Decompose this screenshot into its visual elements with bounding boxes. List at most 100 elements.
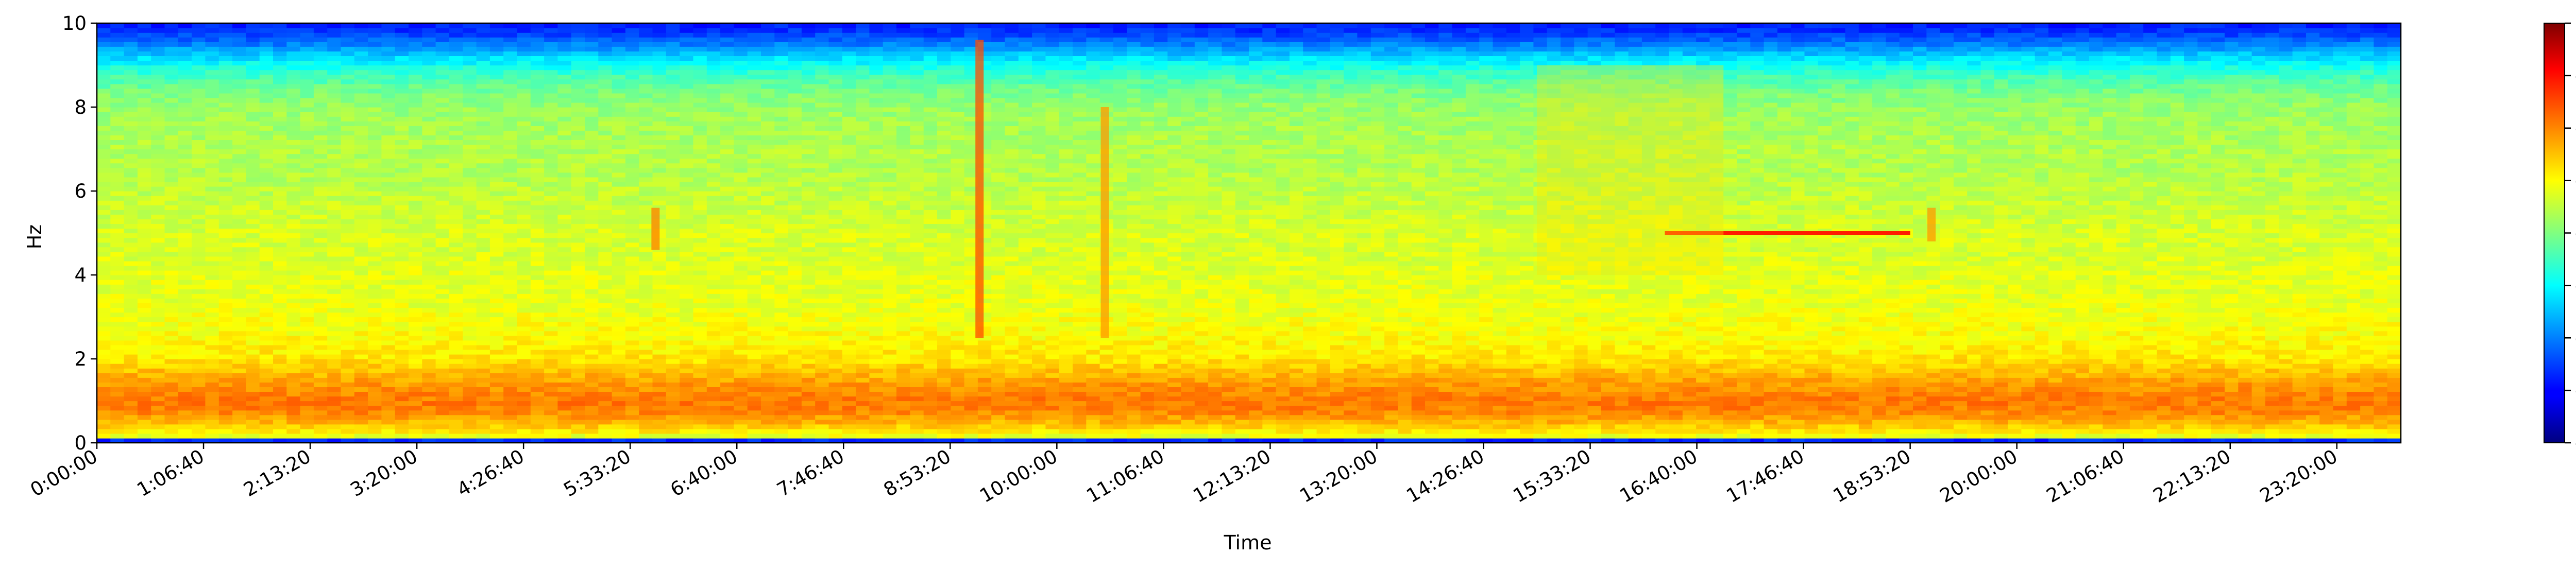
spectrogram-cell <box>1520 335 1534 341</box>
spectrogram-cell <box>828 414 843 420</box>
spectrogram-cell <box>97 373 111 378</box>
spectrogram-cell <box>2157 349 2171 355</box>
spectrogram-cell <box>1127 438 1141 443</box>
spectrogram-cell <box>2021 428 2036 434</box>
spectrogram-cell <box>910 410 924 416</box>
spectrogram-cell <box>1438 368 1453 373</box>
spectrogram-cell <box>1005 405 1019 411</box>
spectrogram-cell <box>2225 387 2239 392</box>
spectrogram-cell <box>1506 396 1520 402</box>
spectrogram-cell <box>1561 377 1574 383</box>
spectrogram-cell <box>706 391 721 397</box>
spectrogram-cell <box>1655 377 1670 383</box>
spectrogram-cell <box>2008 335 2022 341</box>
spectrogram-cell <box>951 303 965 308</box>
spectrogram-cell <box>259 335 274 341</box>
spectrogram-cell <box>503 387 518 392</box>
spectrogram-cell <box>2157 373 2171 378</box>
spectrogram-cell <box>1967 419 1981 425</box>
spectrogram-cell <box>856 428 870 434</box>
spectrogram-cell <box>259 428 274 434</box>
spectrogram-cell <box>1709 424 1724 429</box>
spectrogram-cell <box>2346 373 2361 378</box>
spectrogram-cell <box>1601 359 1615 364</box>
spectrogram-cell <box>571 396 585 402</box>
spectrogram-cell <box>463 321 477 327</box>
spectrogram-cell <box>951 401 965 406</box>
spectrogram-cell <box>1438 373 1453 378</box>
spectrogram-cell <box>1832 419 1846 425</box>
spectrogram-cell <box>1547 396 1561 402</box>
spectrogram-cell <box>2360 414 2374 420</box>
spectrogram-cell <box>1045 307 1060 313</box>
spectrogram-cell <box>991 377 1006 383</box>
spectrogram-cell <box>110 331 125 336</box>
spectrogram-cell <box>1737 391 1751 397</box>
spectrogram-cell <box>2251 428 2266 434</box>
spectrogram-cell <box>1276 344 1290 350</box>
spectrogram-cell <box>2360 377 2374 383</box>
spectrogram-cell <box>124 410 138 416</box>
spectrogram-cell <box>1980 405 1995 411</box>
spectrogram-cell <box>951 326 965 332</box>
spectrogram-cell <box>1249 396 1263 402</box>
spectrogram-cell <box>1493 354 1507 359</box>
spectrogram-cell <box>2021 419 2036 425</box>
spectrogram-cell <box>856 312 870 318</box>
spectrogram-cell <box>1357 433 1371 439</box>
spectrogram-cell <box>1506 414 1520 420</box>
spectrogram-cell <box>788 405 802 411</box>
spectrogram-cell <box>1370 335 1385 341</box>
spectrogram-cell <box>1723 321 1737 327</box>
spectrogram-cell <box>544 359 558 364</box>
spectrogram-cell <box>1113 331 1127 336</box>
spectrogram-cell <box>747 312 761 318</box>
spectrogram-cell <box>1059 419 1073 425</box>
spectrogram-cell <box>151 428 165 434</box>
spectrogram-cell <box>1547 307 1561 313</box>
spectrogram-cell <box>2048 414 2062 420</box>
spectrogram-cell <box>476 307 490 313</box>
spectrogram-cell <box>1344 382 1358 387</box>
spectrogram-cell <box>110 335 125 341</box>
spectrogram-cell <box>1913 312 1927 318</box>
spectrogram-cell <box>218 419 233 425</box>
spectrogram-cell <box>2035 414 2049 420</box>
spectrogram-cell <box>489 331 504 336</box>
spectrogram-cell <box>341 364 355 369</box>
spectrogram-cell <box>842 373 856 378</box>
spectrogram-cell <box>1858 368 1873 373</box>
spectrogram-cell <box>286 344 301 350</box>
spectrogram-cell <box>774 396 789 402</box>
spectrogram-cell <box>720 382 734 387</box>
spectrogram-cell <box>1073 428 1087 434</box>
spectrogram-cell <box>164 340 179 345</box>
spectrogram-cell <box>1222 410 1236 416</box>
spectrogram-cell <box>1858 410 1873 416</box>
spectrogram-cell <box>1791 405 1805 411</box>
spectrogram-cell <box>1411 433 1426 439</box>
spectrogram-cell <box>2035 331 2049 336</box>
spectrogram-cell <box>503 414 518 420</box>
spectrogram-cell <box>341 344 355 350</box>
spectrogram-cell <box>327 419 342 425</box>
spectrogram-cell <box>463 428 477 434</box>
spectrogram-cell <box>842 354 856 359</box>
spectrogram-cell <box>354 401 368 406</box>
spectrogram-cell <box>977 368 992 373</box>
spectrogram-cell <box>300 317 314 322</box>
spectrogram-cell <box>110 364 125 369</box>
spectrogram-cell <box>1913 335 1927 341</box>
spectrogram-cell <box>951 307 965 313</box>
spectrogram-cell <box>395 377 409 383</box>
spectrogram-cell <box>1872 335 1886 341</box>
spectrogram-cell <box>1276 401 1290 406</box>
spectrogram-cell <box>2184 331 2198 336</box>
spectrogram-cell <box>1791 401 1805 406</box>
spectrogram-cell <box>1059 414 1073 420</box>
spectrogram-cell <box>1289 433 1303 439</box>
spectrogram-cell <box>503 364 518 369</box>
spectrogram-cell <box>368 326 382 332</box>
spectrogram-cell <box>706 321 721 327</box>
spectrogram-cell <box>2021 368 2036 373</box>
